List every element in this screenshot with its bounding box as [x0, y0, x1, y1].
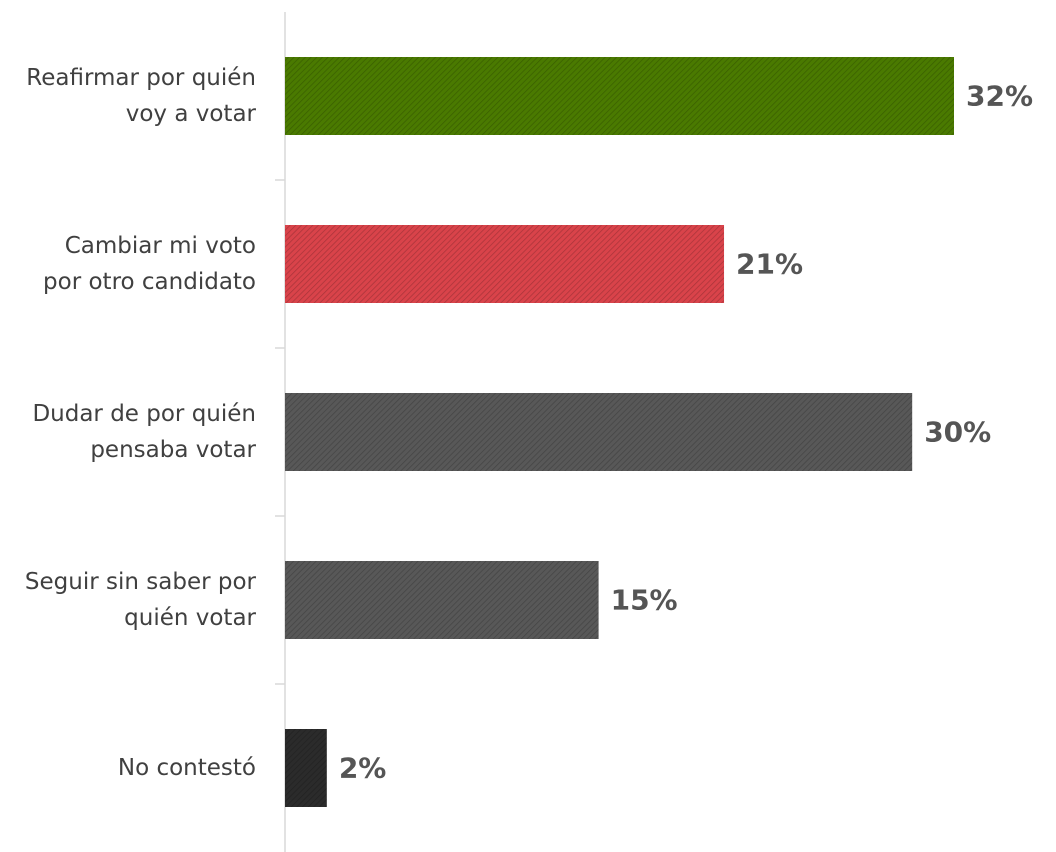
- bar: [285, 225, 725, 303]
- value-label: 32%: [966, 79, 1034, 113]
- bar: [285, 561, 599, 639]
- bar: [285, 57, 954, 135]
- value-label: 2%: [338, 751, 387, 785]
- value-label: 30%: [924, 415, 992, 449]
- bar: [285, 393, 913, 471]
- category-label: Dudar de por quién pensaba votar: [32, 401, 256, 463]
- value-label: 21%: [736, 247, 804, 281]
- category-label: Reafirmar por quién voy a votar: [26, 65, 256, 127]
- category-label: Cambiar mi voto por otro candidato: [43, 233, 256, 295]
- category-label: No contestó: [117, 755, 256, 781]
- bar: [285, 729, 327, 807]
- value-label: 15%: [610, 583, 678, 617]
- category-label: Seguir sin saber por quién votar: [24, 569, 256, 631]
